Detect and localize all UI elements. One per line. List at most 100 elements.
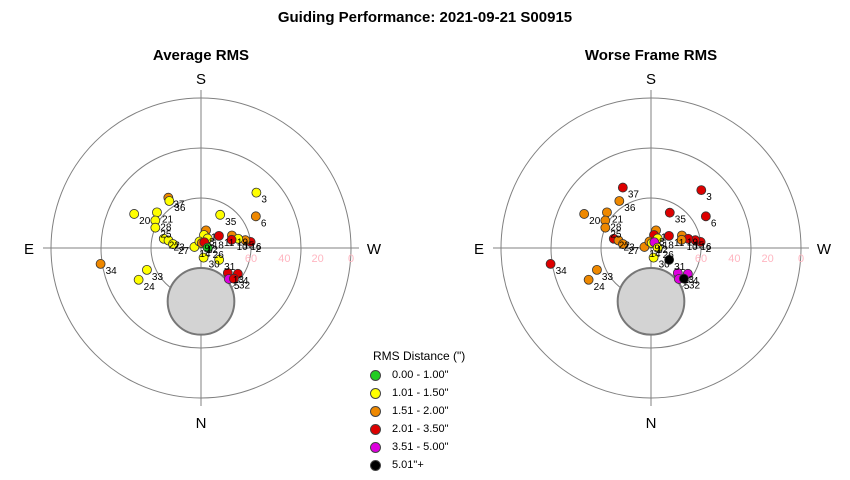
chart-average-point-label-11: 11 [224, 238, 235, 249]
chart-worse-point-25 [600, 222, 611, 233]
chart-average-point-24 [133, 274, 144, 285]
chart-worse-point-label-13: 13 [683, 275, 695, 286]
chart-average-point-label-23: 23 [174, 243, 186, 254]
chart-average-point-label-14: 14 [199, 249, 211, 260]
chart-average-cardinal-w: W [367, 241, 382, 258]
chart-average-point-label-9: 9 [204, 244, 210, 255]
chart-average-point-31 [214, 254, 225, 265]
chart-average-point-label-26: 26 [213, 250, 225, 261]
chart-average-point-label-5: 5 [234, 281, 240, 292]
legend-label: 1.01 - 1.50" [392, 387, 449, 399]
chart-worse-point-label-4: 4 [693, 276, 699, 287]
chart-average-point-26 [202, 242, 213, 253]
chart-worse-point-label-10: 10 [687, 242, 699, 253]
chart-worse-cardinal-s: S [646, 71, 656, 88]
legend-item: 5.01"+ [366, 456, 486, 474]
chart-worse-point-label-32: 32 [689, 281, 701, 292]
chart-worse-ring-label-60: 60 [695, 253, 707, 265]
chart-average-cardinal-e: E [24, 241, 34, 258]
chart-average-point-label-34: 34 [106, 266, 118, 277]
chart-average-point-label-10: 10 [237, 242, 249, 253]
chart-average-point-32 [229, 273, 239, 284]
chart-worse-point-label-22: 22 [619, 241, 631, 252]
chart-average-point-11 [214, 230, 224, 241]
chart-worse-point-label-8: 8 [659, 237, 665, 248]
chart-average-point-30 [198, 252, 209, 263]
chart-average-point-3 [251, 187, 262, 198]
chart-worse-point-label-19: 19 [687, 238, 699, 249]
legend-label: 0.00 - 1.00" [392, 369, 449, 381]
chart-worse-point-label-2: 2 [706, 244, 712, 255]
chart-worse-point-label-21: 21 [612, 214, 624, 225]
legend-label: 2.01 - 3.50" [392, 423, 449, 435]
chart-worse-point-30 [648, 252, 659, 263]
legend-item: 1.51 - 2.00" [366, 402, 486, 420]
chart-worse-point-21 [602, 207, 612, 218]
chart-worse-point-label-25: 25 [610, 230, 622, 241]
chart-worse-cardinal-e: E [474, 241, 484, 258]
chart-worse-point-20 [579, 209, 590, 219]
chart-average-point-label-32: 32 [239, 281, 251, 292]
legend-swatch [370, 405, 381, 417]
chart-average-point-27 [168, 239, 178, 249]
chart-average-point-label-21: 21 [162, 214, 174, 225]
chart-worse-cardinal-n: N [646, 415, 657, 432]
chart-average-point-label-7: 7 [209, 244, 215, 255]
chart-worse-point-label-30: 30 [659, 260, 671, 271]
chart-worse-point-label-15: 15 [693, 241, 705, 252]
chart-worse-point-32 [679, 273, 689, 284]
chart-average-point-label-6: 6 [261, 218, 267, 229]
chart-worse-point-label-20: 20 [589, 216, 601, 227]
chart-worse-point-label-5: 5 [684, 281, 690, 292]
legend-swatch [370, 369, 381, 381]
chart-worse-cardinal-w: W [817, 241, 832, 258]
chart-average-point-20 [129, 209, 140, 219]
chart-average-point-21 [152, 207, 162, 218]
chart-worse-point-label-1: 1 [661, 232, 667, 243]
chart-worse-point-label-6: 6 [711, 218, 717, 229]
chart-worse-point-36 [614, 196, 625, 206]
chart-average-point-6 [250, 211, 261, 222]
chart-average-point-label-37: 37 [173, 200, 185, 211]
chart-worse-point-label-11: 11 [674, 238, 685, 249]
legend-label: 3.51 - 5.00" [392, 441, 449, 453]
chart-worse-point-label-26: 26 [663, 250, 675, 261]
chart-worse-point-24 [583, 274, 594, 285]
chart-worse-point-37 [617, 182, 628, 193]
chart-worse-point-label-37: 37 [628, 190, 640, 201]
chart-worse-point-label-28: 28 [610, 223, 622, 234]
chart-average-ring-label-20: 20 [312, 253, 324, 265]
chart-worse-point-34 [545, 259, 556, 269]
legend-label: 5.01"+ [392, 459, 424, 471]
chart-average-point-label-13: 13 [233, 275, 245, 286]
chart-worse-point-31 [664, 254, 675, 265]
chart-average-point-label-2: 2 [256, 244, 262, 255]
chart-average-point-label-8: 8 [209, 237, 215, 248]
legend-item: 0.00 - 1.00" [366, 366, 486, 384]
chart-average-point-label-19: 19 [237, 238, 249, 249]
legend-swatch [370, 423, 381, 435]
chart-average-point-label-33: 33 [152, 272, 164, 283]
legend-item: 1.01 - 1.50" [366, 384, 486, 402]
chart-worse-ring-label-0: 0 [798, 253, 804, 265]
chart-worse-moon [616, 267, 686, 336]
chart-average-ring-label-60: 60 [245, 253, 257, 265]
chart-average-cardinal-s: S [196, 71, 206, 88]
chart-worse-point-35 [664, 207, 675, 218]
chart-worse-title: Worse Frame RMS [585, 47, 717, 64]
chart-average-point-label-24: 24 [144, 282, 156, 293]
chart-average-point-label-31: 31 [224, 262, 236, 273]
chart-average-point-label-36: 36 [174, 203, 186, 214]
chart-worse-point-label-12: 12 [657, 245, 669, 256]
chart-average-point-33 [142, 264, 152, 275]
chart-average-point-label-3: 3 [261, 195, 267, 206]
chart-worse-point-label-36: 36 [624, 203, 636, 214]
chart-average-point-label-30: 30 [209, 260, 221, 271]
chart-worse-point-33 [592, 264, 602, 275]
legend-swatch [370, 459, 381, 471]
chart-worse-point-11 [664, 230, 674, 241]
chart-worse-point-label-23: 23 [624, 243, 636, 254]
chart-worse-point-3 [696, 185, 707, 196]
